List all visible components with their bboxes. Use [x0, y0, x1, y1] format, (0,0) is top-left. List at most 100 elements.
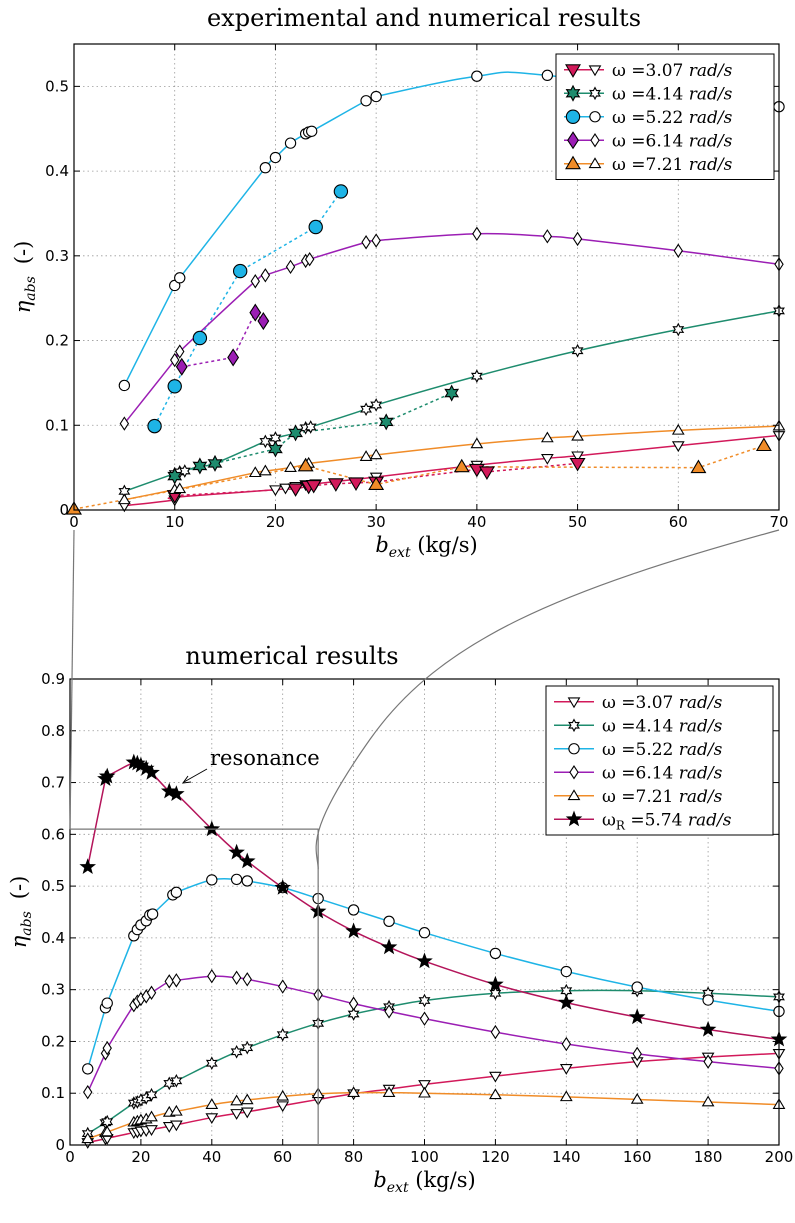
- x-tick-label: 20: [266, 513, 285, 531]
- data-point: [487, 975, 504, 992]
- x-tick-label: 70: [769, 513, 788, 531]
- data-point: [347, 1086, 360, 1098]
- data-point: [571, 343, 584, 358]
- legend-marker: [565, 810, 583, 827]
- data-point: [118, 379, 131, 392]
- data-point: [561, 1036, 572, 1052]
- data-point: [371, 233, 381, 248]
- data-point: [277, 979, 288, 994]
- x-tick-label: 0: [69, 513, 79, 531]
- experimental-point: [175, 357, 188, 376]
- data-point: [470, 437, 484, 449]
- data-point: [205, 1098, 219, 1109]
- experimental-point: [207, 454, 223, 472]
- y-tick-label: 0.1: [41, 1084, 65, 1102]
- legend-marker: [567, 697, 581, 709]
- data-point: [304, 420, 317, 434]
- data-point: [348, 996, 359, 1011]
- experimental-point: [569, 457, 586, 472]
- data-point: [164, 974, 174, 989]
- y-tick-label: 0: [55, 1136, 65, 1154]
- legend-label: ω =3.07 rad/s: [612, 61, 733, 81]
- zoom-right-connector: [315, 529, 780, 870]
- legend-label: ω =4.14 rad/s: [612, 84, 733, 104]
- data-point: [102, 1040, 112, 1056]
- data-point: [673, 243, 683, 258]
- legend-label: ω =3.07 rad/s: [602, 693, 723, 713]
- data-point: [205, 1056, 218, 1071]
- legend-marker: [588, 157, 602, 169]
- experimental-point: [444, 384, 460, 402]
- experimental-point: [227, 348, 240, 367]
- legend-marker: [589, 86, 601, 101]
- data-point: [571, 429, 584, 441]
- data-point: [489, 947, 502, 960]
- data-point: [117, 493, 131, 505]
- experimental-point: [147, 418, 162, 434]
- x-tick-label: 40: [202, 1148, 221, 1166]
- x-tick-label: 10: [165, 513, 184, 531]
- legend-label: ω =7.21 rad/s: [602, 787, 723, 807]
- experimental-point: [288, 424, 303, 442]
- data-point: [82, 1063, 94, 1075]
- data-point: [306, 125, 318, 137]
- experimental-point: [257, 312, 270, 331]
- chart-title: numerical results: [185, 642, 398, 670]
- data-point: [241, 1040, 254, 1055]
- experimental-line: [153, 190, 342, 427]
- legend-marker: [590, 133, 600, 148]
- data-point: [276, 1089, 290, 1101]
- x-tick-label: 100: [410, 1148, 439, 1166]
- data-point: [162, 1122, 176, 1133]
- experimental-point: [348, 477, 364, 491]
- chart-experimental-numerical: experimental and numerical results 0 10 20…: [11, 4, 789, 561]
- zoom-region-outline: [70, 828, 319, 1145]
- data-point: [418, 1080, 431, 1091]
- data-point: [359, 450, 373, 461]
- data-point: [260, 268, 271, 283]
- zoom-connector-lines: [69, 529, 780, 1145]
- data-point: [628, 1008, 646, 1025]
- x-axis-label: bext (kg/s): [375, 533, 477, 561]
- experimental-point: [333, 184, 349, 199]
- y-tick-label: 0.4: [41, 929, 65, 947]
- experimental-point: [308, 219, 323, 235]
- data-point: [347, 904, 360, 916]
- data-point: [418, 1086, 431, 1098]
- experimental-point: [305, 479, 322, 494]
- data-point: [489, 1071, 502, 1083]
- data-point: [419, 1011, 430, 1026]
- data-point: [170, 352, 180, 368]
- x-tick-label: 180: [694, 1148, 723, 1166]
- data-point: [285, 259, 296, 275]
- data-point: [345, 922, 362, 939]
- data-point: [382, 1086, 396, 1098]
- experimental-line: [181, 311, 264, 368]
- zoom-left-connector: [69, 529, 75, 830]
- x-tick-label: 30: [367, 513, 386, 531]
- x-tick-label: 140: [552, 1148, 581, 1166]
- data-point: [160, 782, 178, 799]
- data-point: [540, 431, 554, 443]
- chart-title: experimental and numerical results: [207, 4, 641, 32]
- x-axis-label: bext (kg/s): [373, 1168, 475, 1196]
- data-point: [173, 482, 187, 494]
- legend-marker: [569, 765, 579, 780]
- data-point: [168, 785, 185, 801]
- data-point: [284, 461, 297, 472]
- experimental-point: [192, 330, 208, 346]
- data-point: [284, 137, 297, 149]
- legend: ω =3.07 rad/s ω =4.14 rad/s ω =5.22 rad/s ω…: [555, 53, 775, 180]
- legend: ω =3.07 rad/s ω =4.14 rad/s ω =5.22 rad/s ω…: [545, 685, 774, 836]
- x-tick-label: 0: [65, 1148, 75, 1166]
- data-point: [145, 1125, 158, 1136]
- x-tick-label: 50: [568, 513, 587, 531]
- data-point: [571, 451, 584, 463]
- data-point: [276, 1027, 289, 1042]
- data-point: [230, 1044, 243, 1059]
- x-tick-label: 120: [481, 1148, 510, 1166]
- x-tick-label: 160: [623, 1148, 652, 1166]
- data-point: [170, 886, 183, 899]
- data-point: [174, 272, 186, 284]
